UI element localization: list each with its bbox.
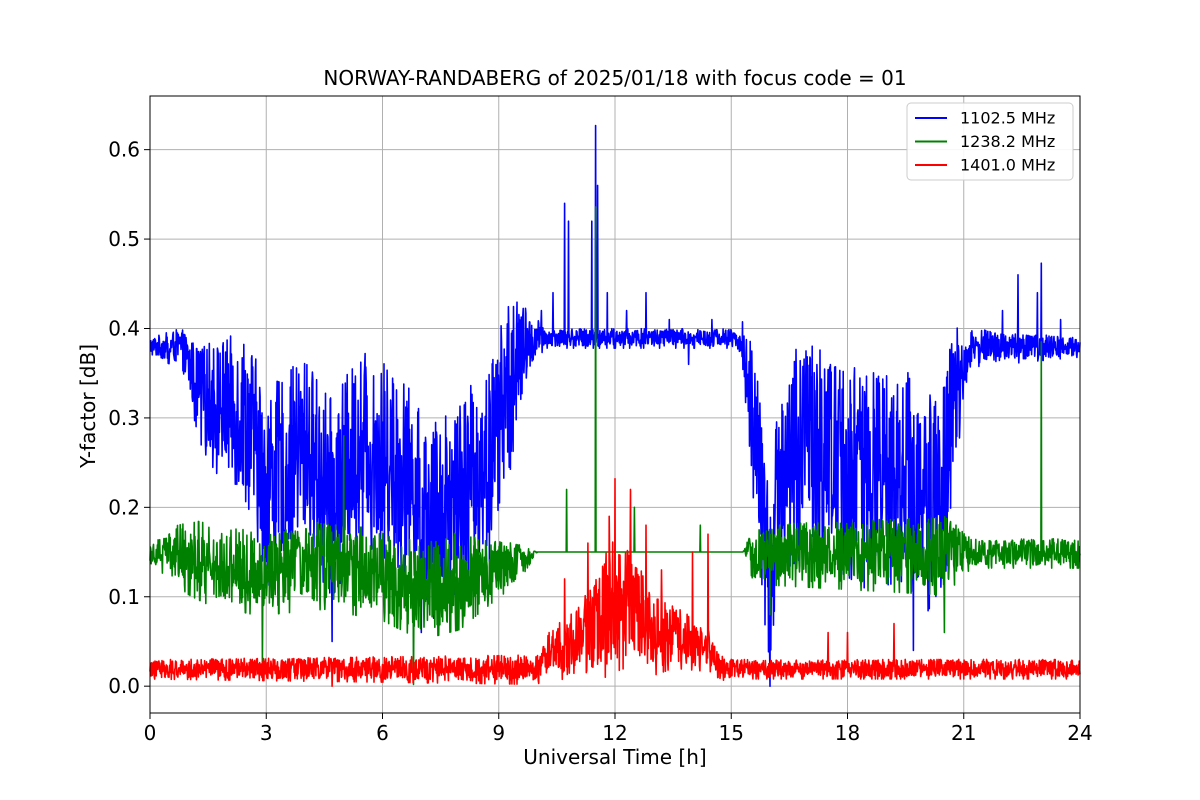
y-tick-label: 0.5: [108, 227, 140, 251]
series-line-3: [149, 477, 1081, 687]
y-tick-label: 0.2: [108, 495, 140, 519]
x-tick-label: 9: [492, 721, 505, 745]
x-tick-label: 15: [719, 721, 744, 745]
x-tick-label: 6: [376, 721, 389, 745]
legend-box: [906, 102, 1074, 181]
x-axis-label: Universal Time [h]: [523, 745, 707, 769]
legend-label: 1401.0 MHz: [960, 156, 1055, 175]
x-tick-label: 24: [1067, 721, 1092, 745]
tick-layer: 0 3 6 9 12 15 18 21 24 0.0 0.1 0.2 0.3 0.4 0.5 0.6: [108, 138, 1093, 745]
chart-title: NORWAY-RANDABERG of 2025/01/18 with focu…: [323, 66, 907, 90]
legend-label: 1238.2 MHz: [960, 132, 1055, 151]
y-axis-label: Y-factor [dB]: [76, 343, 100, 469]
series-line-1: [149, 124, 1081, 687]
series-layer: [149, 124, 1081, 687]
y-tick-label: 0.0: [108, 674, 140, 698]
x-tick-label: 21: [951, 721, 976, 745]
legend: 1102.5 MHz 1238.2 MHz 1401.0 MHz: [906, 102, 1074, 181]
x-tick-label: 3: [260, 721, 273, 745]
x-tick-label: 0: [144, 721, 157, 745]
y-tick-label: 0.3: [108, 406, 140, 430]
y-tick-label: 0.6: [108, 138, 140, 162]
x-tick-label: 18: [835, 721, 860, 745]
x-tick-label: 12: [602, 721, 627, 745]
y-tick-label: 0.1: [108, 585, 140, 609]
y-tick-label: 0.4: [108, 316, 140, 340]
legend-label: 1102.5 MHz: [960, 109, 1055, 128]
